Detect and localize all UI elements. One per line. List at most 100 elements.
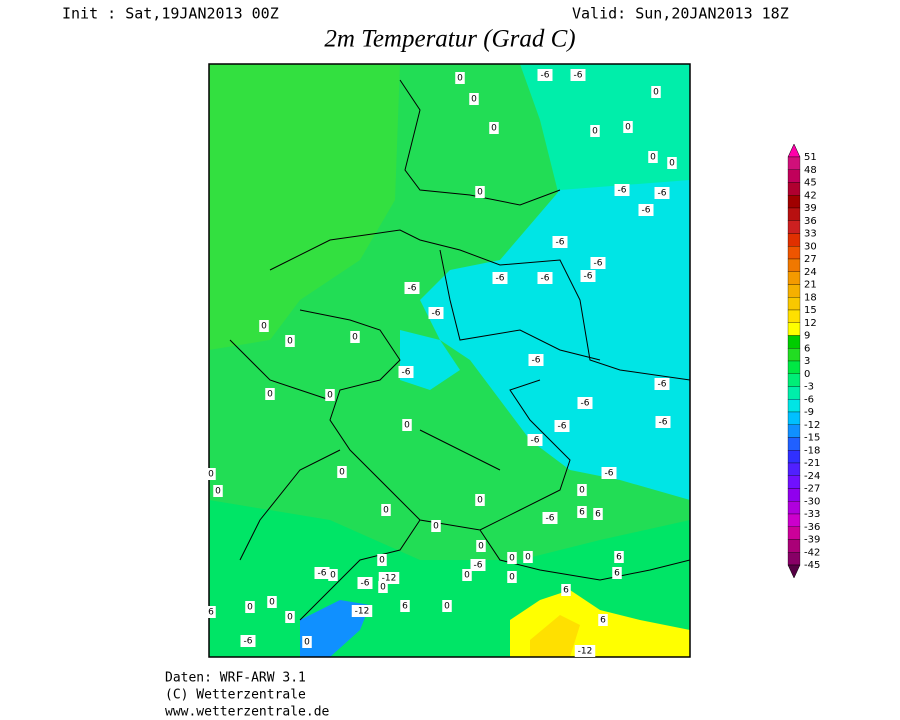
isotherm-label: -6 — [581, 399, 590, 409]
color-bar-top — [787, 143, 801, 158]
isotherm-label: 0 — [477, 188, 483, 198]
isotherm-label: -6 — [659, 418, 668, 428]
label-box — [469, 93, 479, 105]
label-box — [654, 187, 670, 199]
label-box — [590, 257, 606, 269]
color-bar-label: -21 — [804, 458, 820, 469]
color-bar-label: 27 — [804, 254, 817, 265]
isotherm-label: 0 — [379, 556, 385, 566]
color-bar-label: -36 — [804, 522, 820, 533]
isotherm-label: 0 — [380, 583, 386, 593]
label-box — [667, 157, 677, 169]
label-box — [378, 581, 388, 593]
label-box — [651, 86, 661, 98]
isotherm-label: 0 — [352, 333, 358, 343]
color-bar-label: 24 — [804, 267, 817, 278]
color-bar-label: 51 — [804, 152, 817, 163]
label-box — [402, 419, 412, 431]
isotherm-label: 6 — [402, 602, 408, 612]
label-box — [527, 434, 543, 446]
label-box — [265, 388, 275, 400]
label-box — [489, 122, 499, 134]
label-box — [206, 606, 216, 618]
label-box — [381, 504, 391, 516]
isotherm-label: 6 — [563, 586, 569, 596]
color-bar-band — [787, 539, 801, 553]
color-bar-band — [787, 271, 801, 285]
footer-copyright: (C) Wetterzentrale — [165, 688, 306, 703]
isotherm-label: -12 — [578, 647, 593, 657]
isotherm-label: -6 — [432, 309, 441, 319]
label-box — [259, 320, 269, 332]
isotherm-label: 0 — [208, 470, 214, 480]
isotherm-label: 0 — [650, 153, 656, 163]
isotherm-label: 0 — [433, 522, 439, 532]
isotherm-label: 0 — [215, 487, 221, 497]
color-bar-band — [787, 348, 801, 362]
label-box — [455, 72, 465, 84]
label-box — [314, 567, 330, 579]
isotherm-label: -6 — [658, 380, 667, 390]
color-bar-label: 18 — [804, 292, 817, 303]
label-box — [431, 520, 441, 532]
isotherm-label: 0 — [592, 127, 598, 137]
color-bar-band — [787, 488, 801, 502]
isotherm-label: 0 — [477, 496, 483, 506]
color-bar-label: 15 — [804, 305, 817, 316]
color-bar-band — [787, 195, 801, 209]
label-box — [577, 397, 593, 409]
isotherm-label: 0 — [339, 468, 345, 478]
label-box — [267, 596, 277, 608]
color-bar-band — [787, 220, 801, 234]
isotherm-label: 0 — [653, 88, 659, 98]
color-bar-band — [787, 207, 801, 221]
isotherm-label: -6 — [402, 368, 411, 378]
isotherm-label: -6 — [642, 206, 651, 216]
color-bar-label: -12 — [804, 420, 820, 431]
color-bar-label: 39 — [804, 203, 817, 214]
isotherm-label: 0 — [327, 391, 333, 401]
isotherm-label: 0 — [404, 421, 410, 431]
color-bar-label: -42 — [804, 547, 820, 558]
color-bar-band — [787, 297, 801, 311]
color-bar-label: -18 — [804, 445, 820, 456]
label-box — [638, 204, 654, 216]
isotherm-label: -6 — [541, 71, 550, 81]
label-box — [614, 184, 630, 196]
isotherm-label: 0 — [491, 124, 497, 134]
color-bar-label: 30 — [804, 241, 817, 252]
isotherm-label: 0 — [269, 598, 275, 608]
isotherm-label: -12 — [382, 574, 397, 584]
isotherm-label: 6 — [616, 553, 622, 563]
label-box — [552, 236, 568, 248]
color-bar-band — [787, 462, 801, 476]
color-bar-band — [787, 360, 801, 374]
label-box — [285, 611, 295, 623]
isotherm-label: 0 — [625, 123, 631, 133]
label-box — [655, 416, 671, 428]
isotherm-label: 0 — [304, 638, 310, 648]
color-bar-band — [787, 246, 801, 260]
label-box — [470, 559, 486, 571]
label-box — [206, 468, 216, 480]
isotherm-label: 0 — [509, 573, 515, 583]
label-box — [580, 270, 596, 282]
label-box — [598, 614, 608, 626]
label-box — [404, 282, 420, 294]
label-box — [462, 569, 472, 581]
label-box — [601, 467, 617, 479]
isotherm-label: 6 — [208, 608, 214, 618]
label-box — [245, 601, 255, 613]
label-box — [614, 551, 624, 563]
label-box — [612, 567, 622, 579]
color-bar-label: -45 — [804, 560, 820, 571]
color-bar-band — [787, 501, 801, 515]
isotherm-label: 0 — [471, 95, 477, 105]
isotherm-label: 6 — [614, 569, 620, 579]
color-bar: 51484542393633302724211815129630-3-6-9-1… — [787, 143, 820, 579]
isotherm-label: 0 — [579, 486, 585, 496]
color-bar-label: 21 — [804, 280, 817, 291]
color-bar-label: -6 — [804, 394, 814, 405]
